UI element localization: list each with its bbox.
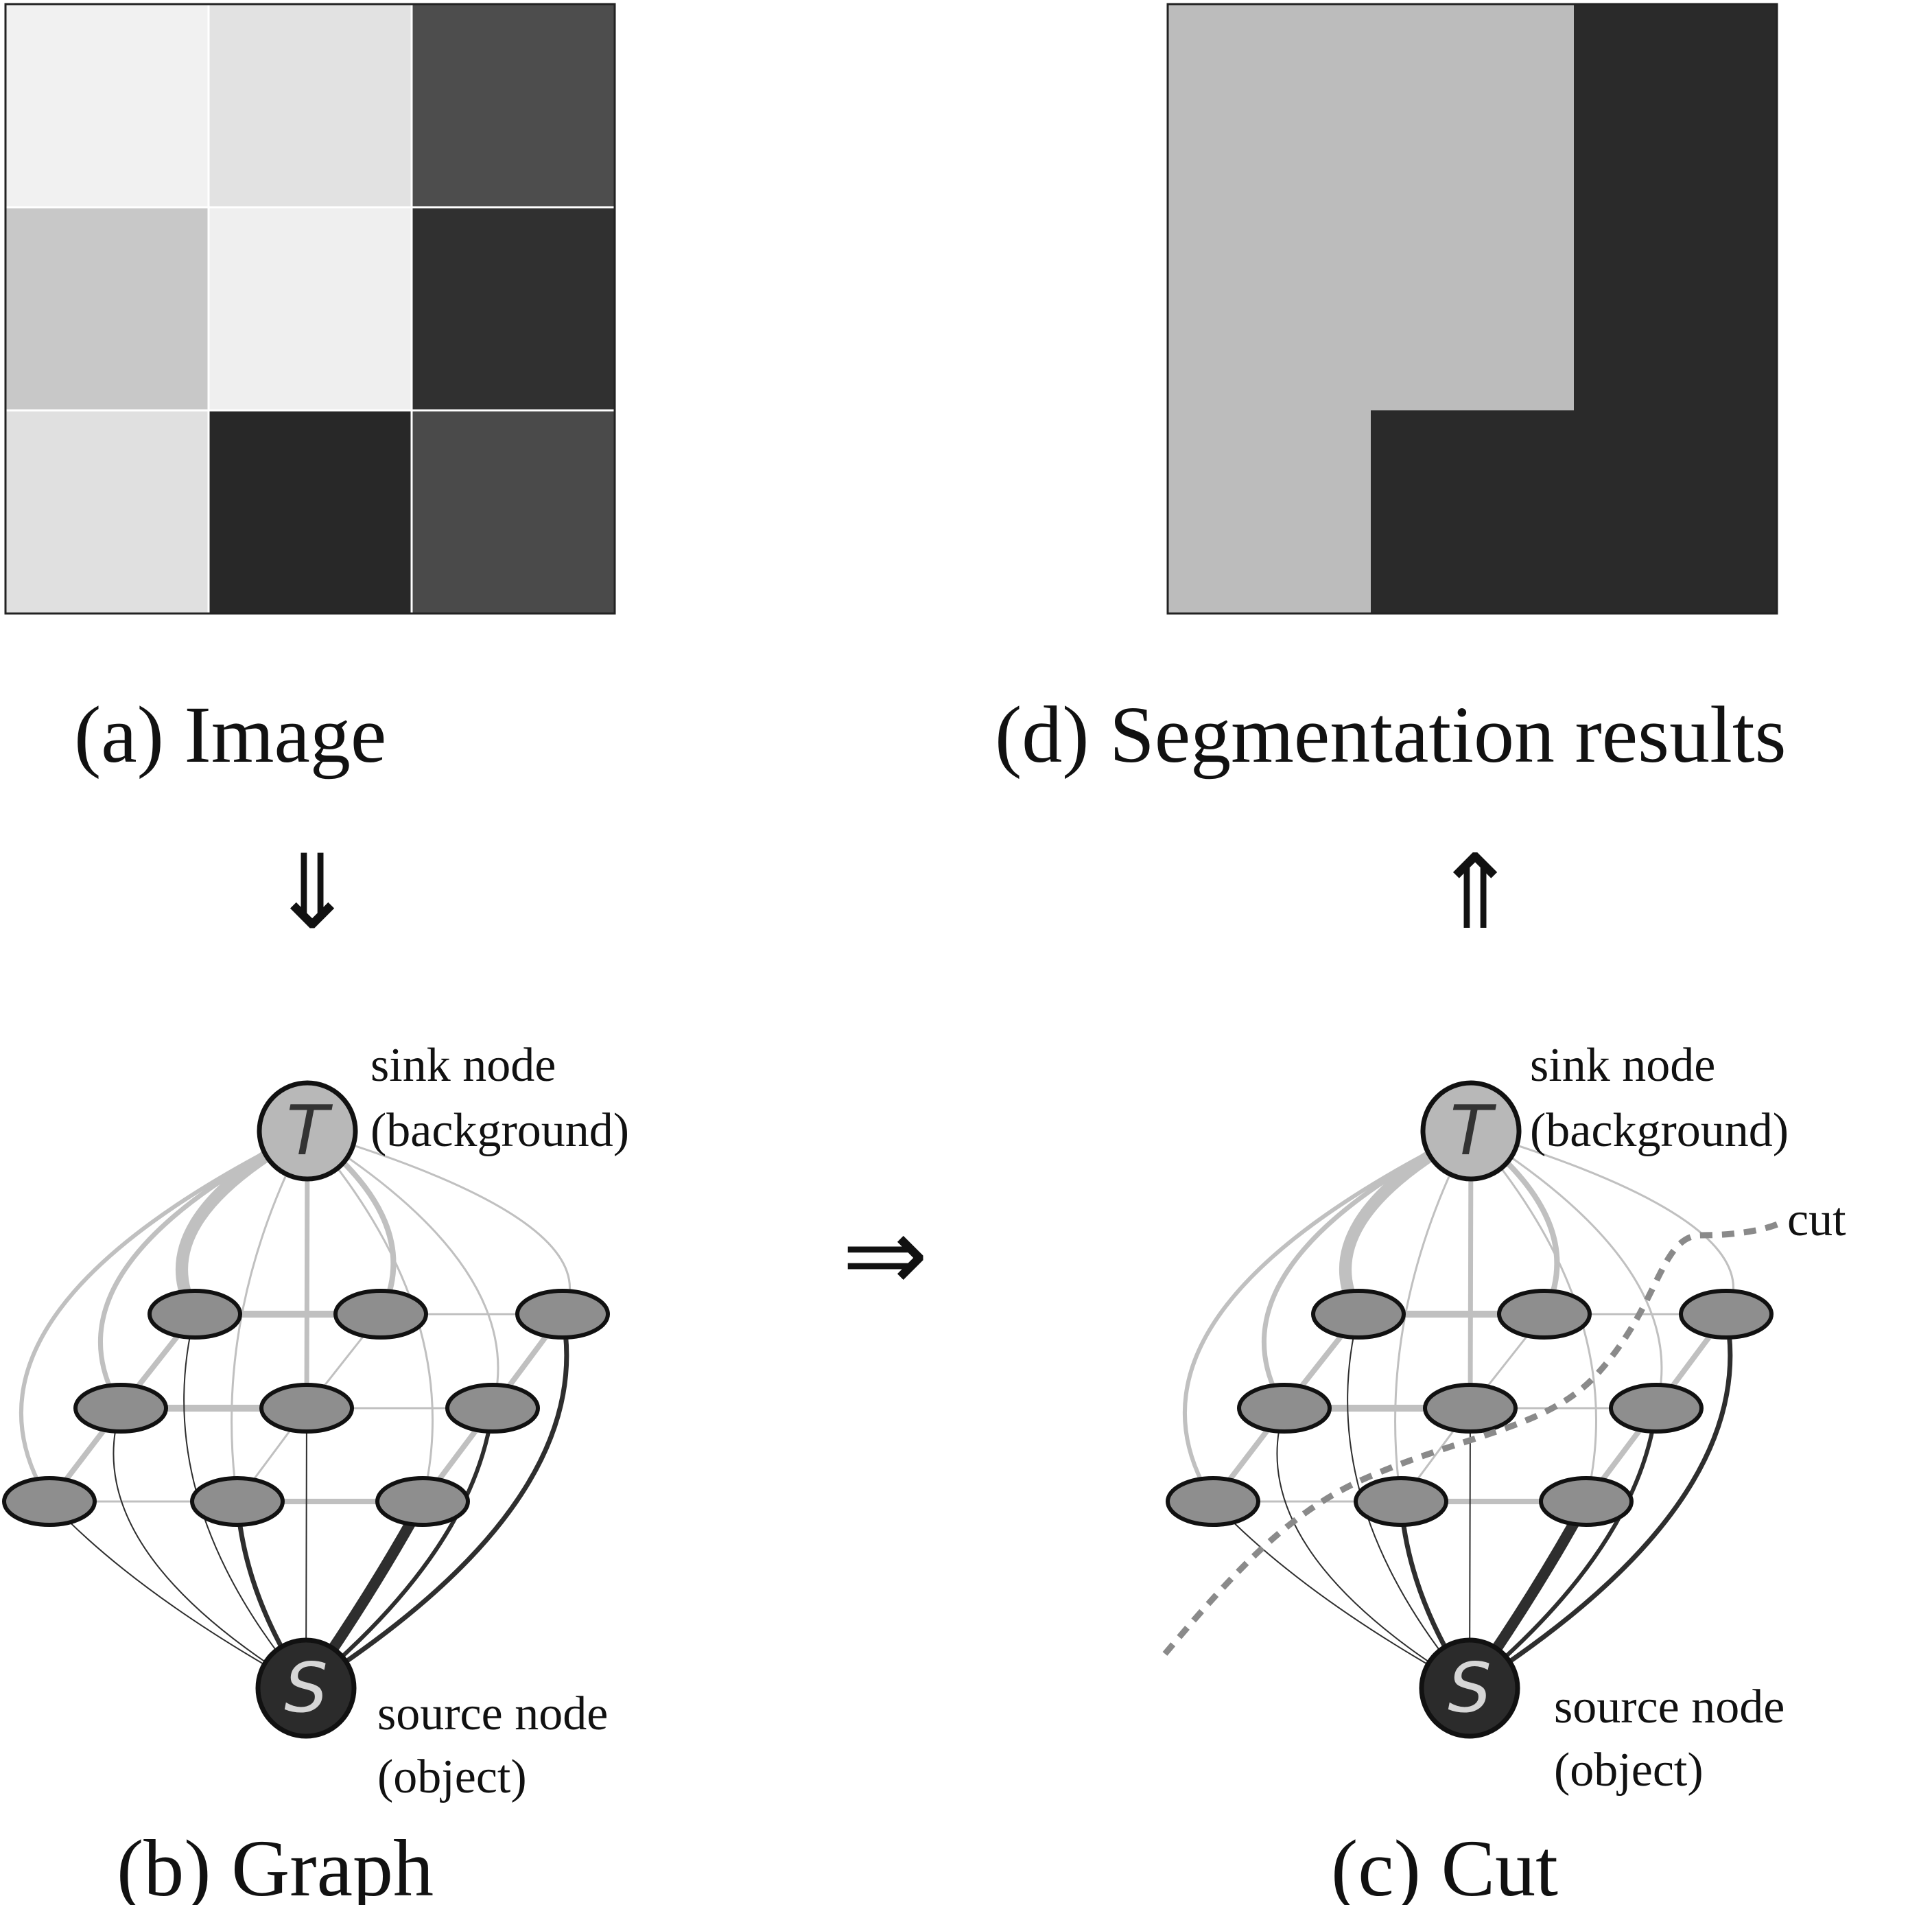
image-pixel-cell [410,3,616,209]
sink-terminal-edge [1470,1130,1663,1410]
image-pixel-cell [4,409,210,615]
sink-terminal-edge [306,1130,571,1316]
pixel-node [259,1383,354,1434]
image-pixel-cell [207,409,413,615]
sink-node-letter: T [1450,1090,1496,1171]
pixel-node [1237,1383,1332,1434]
cut-sink-node-sublabel: (background) [1530,1104,1789,1157]
image-caption: (a) Image [74,690,386,780]
pixel-node [375,1476,470,1527]
pixel-node [1609,1383,1704,1434]
source-node-sublabel: (object) [377,1751,527,1803]
cut-label: cut [1787,1193,1846,1246]
pixel-node [333,1289,428,1340]
pixel-node [445,1383,540,1434]
source-terminal-edge [1276,1407,1470,1689]
image-pixel-cell [4,206,210,412]
pixel-node [148,1289,242,1340]
source-terminal-edge [49,1501,307,1689]
pixel-node [1539,1476,1634,1527]
pixel-node [190,1476,285,1527]
pixel-node [2,1476,97,1527]
sink-node [1420,1080,1522,1182]
sink-node-sublabel: (background) [370,1104,629,1157]
sink-node-label: sink node [370,1039,556,1092]
graph-caption: (b) Graph [117,1823,434,1905]
sink-node [257,1080,358,1182]
cut-panel: TS [1166,1080,1774,1739]
cut-sink-node-label: sink node [1530,1039,1715,1092]
source-node-letter: S [1448,1648,1491,1728]
source-terminal-edge [1212,1501,1470,1689]
pixel-node [73,1383,168,1434]
source-terminal-edge [303,1311,569,1691]
image-pixel-cell [410,206,616,412]
pixel-node [1166,1476,1260,1527]
sink-terminal-edge [306,1130,499,1410]
source-terminal-edge [1468,1406,1658,1690]
cut-source-node-label: source node [1554,1681,1784,1733]
image-pixel-cell [207,206,413,412]
pixel-node [1679,1289,1774,1340]
cut-source-node-sublabel: (object) [1554,1744,1704,1797]
pixel-node [1354,1476,1448,1527]
source-node-label: source node [377,1687,608,1740]
sink-terminal-edge [1182,1129,1473,1504]
pixel-node [1311,1289,1406,1340]
source-terminal-edge [304,1406,495,1690]
source-terminal-edge [113,1407,307,1689]
segmentation-caption: (d) Segmentation results [995,690,1787,780]
image-pixel-cell [207,3,413,209]
pixel-node [1497,1289,1592,1340]
segmentation-object-region [1371,4,1777,613]
up-arrow: ⇑ [1432,833,1518,952]
source-node [255,1637,357,1739]
image-pixel-cell [4,3,210,209]
cut-line [1162,1218,1786,1656]
pixel-node [515,1289,610,1340]
pixel-node [1423,1383,1518,1434]
sink-terminal-edge [19,1129,309,1504]
down-arrow: ⇓ [269,833,355,952]
segmentation-border [1166,3,1778,615]
right-arrow: ⇒ [842,1195,928,1315]
image-pixel-grid [4,3,616,615]
image-pixel-cell [410,409,616,615]
source-node [1419,1637,1520,1739]
sink-terminal-edge [97,1128,310,1411]
cut-caption: (c) Cut [1331,1823,1558,1905]
sink-terminal-edge [1261,1128,1474,1411]
image-border [4,3,616,615]
sink-node-letter: T [286,1090,333,1171]
segmentation-result [1166,3,1778,615]
graph-panel: TS [2,1080,610,1739]
source-node-letter: S [284,1648,327,1728]
sink-terminal-edge [1470,1130,1734,1316]
source-terminal-edge [1467,1311,1733,1691]
